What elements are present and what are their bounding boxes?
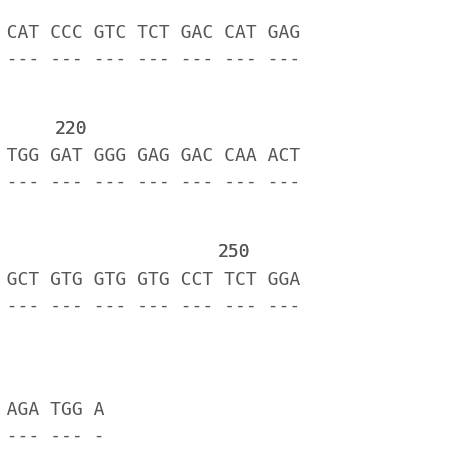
Text: 250: 250 (218, 243, 251, 261)
Text: 220: 220 (55, 120, 87, 138)
Text: AG TGG GAT GGG GAG GAC CAA ACT: AG TGG GAT GGG GAG GAC CAA ACT (0, 147, 300, 165)
Text: TG AGA TGG A: TG AGA TGG A (0, 401, 104, 419)
Text: CA GCT GTG GTG GTG CCT TCT GGA: CA GCT GTG GTG GTG CCT TCT GGA (0, 271, 300, 289)
Text: -- --- --- --- --- --- --- ---: -- --- --- --- --- --- --- --- (0, 173, 300, 191)
Text: 250: 250 (218, 243, 251, 261)
Text: 220: 220 (55, 120, 87, 138)
Text: -- --- --- --- --- --- --- ---: -- --- --- --- --- --- --- --- (0, 297, 300, 315)
Text: -- --- --- --- --- --- --- ---: -- --- --- --- --- --- --- --- (0, 50, 300, 68)
Text: AC CAT CCC GTC TCT GAC CAT GAG: AC CAT CCC GTC TCT GAC CAT GAG (0, 24, 300, 42)
Text: -- --- --- -: -- --- --- - (0, 427, 104, 445)
